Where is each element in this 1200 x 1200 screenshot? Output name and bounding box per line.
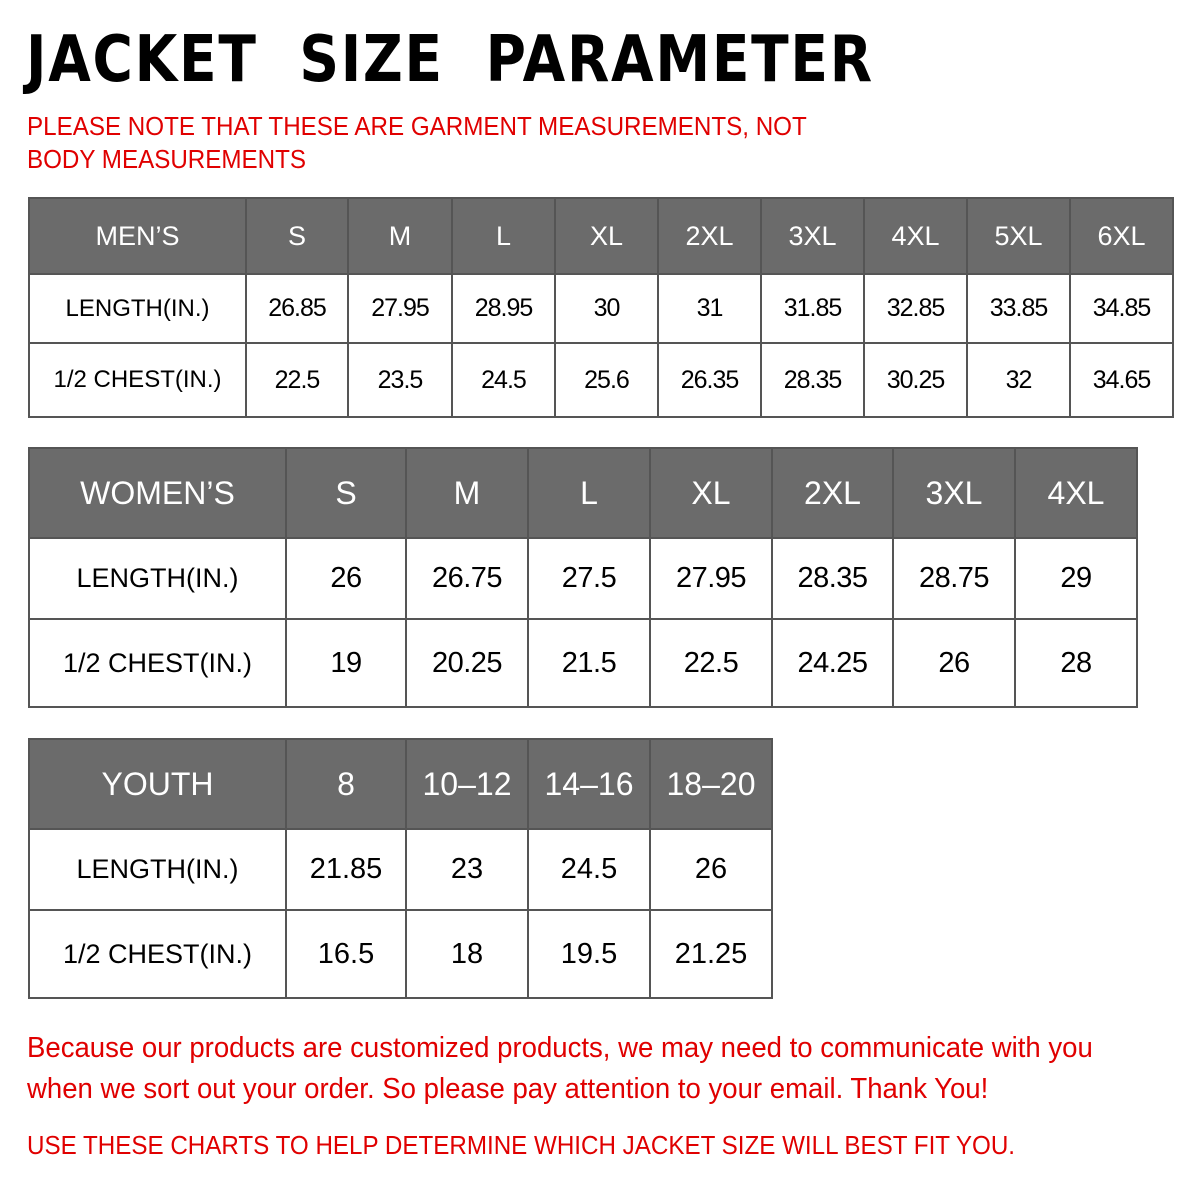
- measurement-cell: 20.25: [405, 618, 529, 708]
- measurement-cell: 29: [1014, 537, 1138, 620]
- measurement-cell: 26: [892, 618, 1016, 708]
- table-header-row: WOMEN’S S M L XL 2XL 3XL 4XL: [28, 447, 1138, 539]
- measurement-cell: 26.85: [245, 273, 349, 344]
- measurement-cell: 27.95: [347, 273, 453, 344]
- measurement-cell: 21.85: [285, 828, 407, 911]
- customization-message: Because our products are customized prod…: [27, 1032, 1093, 1105]
- size-column-header: 4XL: [863, 197, 968, 275]
- size-column-header: 10–12: [405, 738, 529, 830]
- size-column-header: 2XL: [771, 447, 894, 539]
- table-row: LENGTH(IN.) 21.85 23 24.5 26: [28, 828, 773, 911]
- measurement-cell: 26: [285, 537, 407, 620]
- table-header-row: YOUTH 8 10–12 14–16 18–20: [28, 738, 773, 830]
- womens-size-table: WOMEN’S S M L XL 2XL 3XL 4XL LENGTH(IN.) 26 26.75…: [28, 447, 1138, 708]
- measurement-cell: 34.85: [1069, 273, 1174, 344]
- measurement-cell: 22.5: [649, 618, 773, 708]
- measurement-cell: 19.5: [527, 909, 651, 999]
- size-column-header: L: [527, 447, 651, 539]
- row-label: 1/2 CHEST(IN.): [28, 342, 247, 418]
- size-column-header: XL: [554, 197, 659, 275]
- table-row: LENGTH(IN.) 26 26.75 27.5 27.95 28.35 28.75 29: [28, 537, 1138, 620]
- mens-size-table: MEN’S S M L XL 2XL 3XL 4XL 5XL 6XL LENGTH(IN.) 26.…: [28, 197, 1174, 418]
- size-column-header: 2XL: [657, 197, 762, 275]
- measurement-cell: 33.85: [966, 273, 1071, 344]
- footer-note: USE THESE CHARTS TO HELP DETERMINE WHICH…: [27, 1130, 1016, 1160]
- row-label: LENGTH(IN.): [28, 537, 287, 620]
- page-title: JACKET SIZE PARAMETER: [26, 23, 874, 97]
- measurement-cell: 27.5: [527, 537, 651, 620]
- row-label: LENGTH(IN.): [28, 828, 287, 911]
- size-column-header: L: [451, 197, 556, 275]
- table-corner-label: WOMEN’S: [28, 447, 287, 539]
- measurement-cell: 16.5: [285, 909, 407, 999]
- size-column-header: 3XL: [760, 197, 865, 275]
- size-column-header: 14–16: [527, 738, 651, 830]
- size-column-header: 6XL: [1069, 197, 1174, 275]
- row-label: 1/2 CHEST(IN.): [28, 909, 287, 999]
- measurement-cell: 28: [1014, 618, 1138, 708]
- measurement-cell: 21.25: [649, 909, 773, 999]
- measurement-cell: 28.95: [451, 273, 556, 344]
- measurement-cell: 31: [657, 273, 762, 344]
- size-column-header: M: [405, 447, 529, 539]
- size-column-header: 8: [285, 738, 407, 830]
- measurement-cell: 24.5: [451, 342, 556, 418]
- size-column-header: 18–20: [649, 738, 773, 830]
- measurement-cell: 28.35: [771, 537, 894, 620]
- table-corner-label: YOUTH: [28, 738, 287, 830]
- measurement-cell: 34.65: [1069, 342, 1174, 418]
- measurement-cell: 22.5: [245, 342, 349, 418]
- size-column-header: S: [245, 197, 349, 275]
- size-column-header: S: [285, 447, 407, 539]
- measurement-cell: 26.35: [657, 342, 762, 418]
- measurement-cell: 23: [405, 828, 529, 911]
- row-label: 1/2 CHEST(IN.): [28, 618, 287, 708]
- table-row: 1/2 CHEST(IN.) 19 20.25 21.5 22.5 24.25 26 28: [28, 618, 1138, 708]
- measurement-cell: 24.25: [771, 618, 894, 708]
- table-header-row: MEN’S S M L XL 2XL 3XL 4XL 5XL 6XL: [28, 197, 1174, 275]
- measurement-cell: 31.85: [760, 273, 865, 344]
- size-column-header: 3XL: [892, 447, 1016, 539]
- measurement-cell: 28.35: [760, 342, 865, 418]
- measurement-cell: 19: [285, 618, 407, 708]
- measurement-cell: 32: [966, 342, 1071, 418]
- measurement-cell: 21.5: [527, 618, 651, 708]
- measurement-cell: 26.75: [405, 537, 529, 620]
- table-row: 1/2 CHEST(IN.) 22.5 23.5 24.5 25.6 26.35 28.35…: [28, 342, 1174, 418]
- measurement-note: PLEASE NOTE THAT THESE ARE GARMENT MEASU…: [27, 111, 807, 174]
- measurement-cell: 30: [554, 273, 659, 344]
- size-column-header: 4XL: [1014, 447, 1138, 539]
- measurement-cell: 27.95: [649, 537, 773, 620]
- measurement-cell: 30.25: [863, 342, 968, 418]
- size-column-header: XL: [649, 447, 773, 539]
- row-label: LENGTH(IN.): [28, 273, 247, 344]
- measurement-cell: 23.5: [347, 342, 453, 418]
- size-column-header: M: [347, 197, 453, 275]
- measurement-cell: 26: [649, 828, 773, 911]
- measurement-cell: 18: [405, 909, 529, 999]
- measurement-cell: 25.6: [554, 342, 659, 418]
- table-corner-label: MEN’S: [28, 197, 247, 275]
- youth-size-table: YOUTH 8 10–12 14–16 18–20 LENGTH(IN.) 21.85 23…: [28, 738, 773, 999]
- size-column-header: 5XL: [966, 197, 1071, 275]
- measurement-cell: 24.5: [527, 828, 651, 911]
- table-row: 1/2 CHEST(IN.) 16.5 18 19.5 21.25: [28, 909, 773, 999]
- measurement-cell: 32.85: [863, 273, 968, 344]
- table-row: LENGTH(IN.) 26.85 27.95 28.95 30 31 31.85 32.85…: [28, 273, 1174, 344]
- measurement-cell: 28.75: [892, 537, 1016, 620]
